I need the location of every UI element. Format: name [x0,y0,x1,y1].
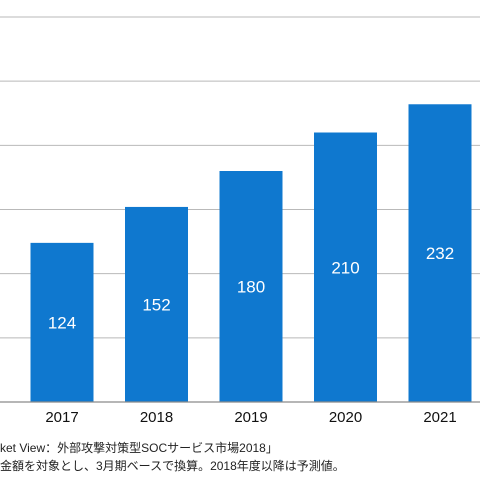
bar-2021 [408,104,472,403]
bar-2020 [314,132,377,402]
data-label-2019: 180 [237,278,265,297]
data-label-2018: 152 [142,295,170,314]
x-tick-label-2018: 2018 [140,409,173,426]
x-tick-labels: 2017 2018 2019 2020 2021 [45,409,456,426]
x-tick-label-2017: 2017 [45,409,78,426]
basis-note: 金額を対象とし、3月期ベースで換算。2018年度以降は予測値。 [0,459,345,473]
x-tick-label-2021: 2021 [423,409,456,426]
bar-2018 [125,206,188,402]
data-label-2020: 210 [331,258,359,277]
data-labels: 124 152 180 210 232 [48,244,454,332]
bars [30,104,472,403]
bar-2017 [30,242,94,402]
data-label-2021: 232 [426,244,454,263]
x-tick-label-2019: 2019 [234,409,267,426]
bar-2019 [219,171,283,402]
x-tick-label-2020: 2020 [329,409,362,426]
data-label-2017: 124 [48,313,76,332]
source-note: ket View：外部攻撃対策型SOCサービス市場2018」 [0,441,278,455]
